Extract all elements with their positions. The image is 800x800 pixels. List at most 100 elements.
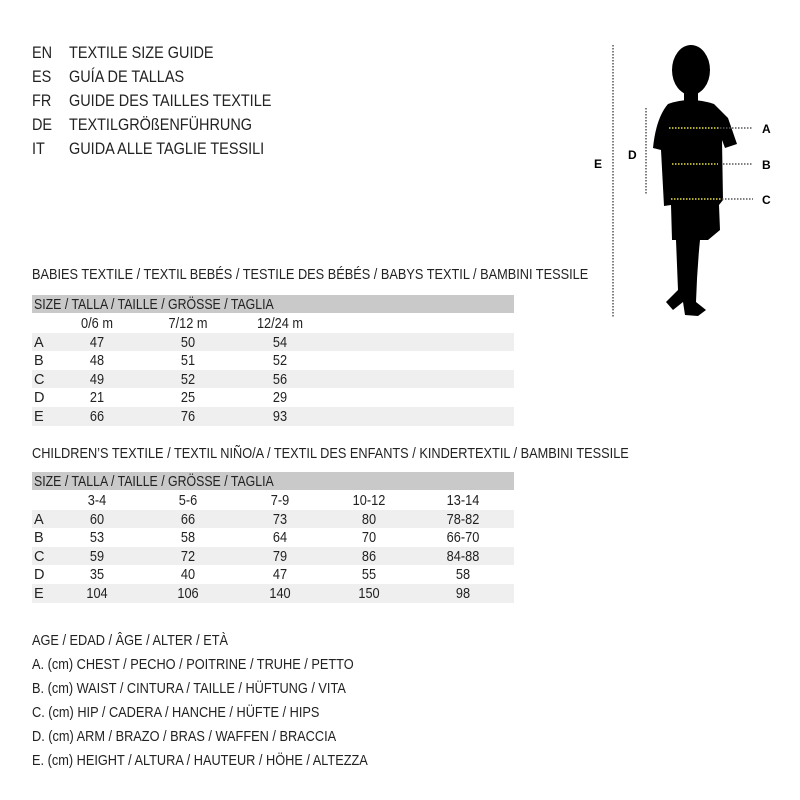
table-cell: 86 bbox=[361, 548, 377, 565]
table-cell: 47 bbox=[89, 334, 105, 351]
table-cell: 140 bbox=[269, 586, 291, 602]
table-cell: 52 bbox=[272, 353, 288, 370]
table-row: A 47 50 54 bbox=[32, 332, 514, 352]
size-header-label: SIZE / TALLA / TAILLE / GRÖSSE / TAGLIA bbox=[34, 297, 274, 313]
table-cell: 58 bbox=[455, 567, 471, 584]
children-section-title: CHILDREN’S TEXTILE / TEXTIL NIÑO/A / TEX… bbox=[32, 445, 629, 462]
guide-title: GUÍA DE TALLAS bbox=[69, 67, 185, 86]
table-row: B 53 58 64 70 66-70 bbox=[32, 528, 514, 547]
table-row: A 60 66 73 80 78-82 bbox=[32, 509, 514, 529]
legend-item: B. (cm) WAIST / CINTURA / TAILLE / HÜFTU… bbox=[32, 680, 346, 697]
table-cell: 40 bbox=[180, 567, 196, 584]
table-row: C 59 72 79 86 84-88 bbox=[32, 546, 514, 566]
table-cell: 106 bbox=[177, 586, 199, 602]
table-cell: 53 bbox=[89, 530, 105, 547]
row-label: D bbox=[34, 390, 45, 407]
table-row: D 35 40 47 55 58 bbox=[32, 565, 514, 584]
row-label: A bbox=[34, 334, 44, 351]
lang-code: FR bbox=[32, 91, 52, 110]
table-cell: 50 bbox=[180, 334, 196, 351]
column-header: 5-6 bbox=[178, 493, 198, 509]
table-cell: 47 bbox=[272, 567, 288, 584]
column-header: 0/6 m bbox=[81, 316, 113, 332]
label-d: D bbox=[628, 148, 637, 162]
table-cell: 55 bbox=[361, 567, 377, 584]
table-cell: 25 bbox=[180, 390, 196, 407]
table-cell: 98 bbox=[455, 586, 471, 602]
child-silhouette bbox=[653, 45, 737, 316]
column-header: 7/12 m bbox=[168, 316, 208, 332]
guide-title: TEXTILGRÖßENFÜHRUNG bbox=[69, 115, 253, 134]
table-cell: 64 bbox=[272, 530, 288, 547]
label-a: A bbox=[762, 122, 771, 136]
table-cell: 21 bbox=[89, 390, 105, 407]
column-header-row: 0/6 m 7/12 m 12/24 m bbox=[32, 314, 514, 333]
lang-code: EN bbox=[32, 43, 53, 62]
table-cell: 150 bbox=[358, 586, 380, 602]
legend-item: D. (cm) ARM / BRAZO / BRAS / WAFFEN / BR… bbox=[32, 728, 337, 745]
size-header: SIZE / TALLA / TAILLE / GRÖSSE / TAGLIA bbox=[32, 472, 514, 490]
column-header: 7-9 bbox=[270, 493, 290, 509]
lang-code: DE bbox=[32, 115, 53, 134]
row-label: E bbox=[34, 586, 44, 602]
table-cell: 60 bbox=[89, 511, 105, 528]
table-cell: 70 bbox=[361, 530, 377, 547]
table-cell: 66 bbox=[180, 511, 196, 528]
table-row: C 49 52 56 bbox=[32, 369, 514, 389]
table-cell: 72 bbox=[180, 548, 196, 565]
table-cell: 49 bbox=[89, 371, 105, 388]
table-row: B 48 51 52 bbox=[32, 351, 514, 370]
size-header-label: SIZE / TALLA / TAILLE / GRÖSSE / TAGLIA bbox=[34, 474, 274, 490]
table-cell: 79 bbox=[272, 548, 288, 565]
row-label: A bbox=[34, 511, 44, 528]
row-label: C bbox=[34, 371, 45, 388]
table-cell: 73 bbox=[272, 511, 288, 528]
table-row: D 21 25 29 bbox=[32, 388, 514, 407]
table-row: E 66 76 93 bbox=[32, 407, 514, 426]
table-cell: 35 bbox=[89, 567, 105, 584]
measure-lines bbox=[669, 127, 753, 200]
table-cell: 56 bbox=[272, 371, 288, 388]
row-label: E bbox=[34, 409, 44, 425]
table-cell: 93 bbox=[272, 409, 288, 425]
table-cell: 66 bbox=[89, 409, 105, 425]
table-cell: 48 bbox=[89, 353, 105, 370]
guide-title: TEXTILE SIZE GUIDE bbox=[69, 43, 214, 62]
table-cell: 52 bbox=[180, 371, 196, 388]
table-cell: 54 bbox=[272, 334, 288, 351]
legend-item: AGE / EDAD / ÂGE / ALTER / ETÀ bbox=[32, 632, 229, 649]
table-cell: 66-70 bbox=[446, 530, 480, 547]
legend-item: E. (cm) HEIGHT / ALTURA / HAUTEUR / HÖHE… bbox=[32, 752, 368, 769]
column-header: 12/24 m bbox=[256, 316, 304, 332]
row-label: D bbox=[34, 567, 45, 584]
child-silhouette-diagram: A B C D E bbox=[594, 45, 771, 317]
legend-item: C. (cm) HIP / CADERA / HANCHE / HÜFTE / … bbox=[32, 704, 320, 721]
table-cell: 78-82 bbox=[446, 511, 480, 528]
table-cell: 59 bbox=[89, 548, 105, 565]
lang-code: ES bbox=[32, 67, 52, 86]
legend-item: A. (cm) CHEST / PECHO / POITRINE / TRUHE… bbox=[32, 656, 354, 673]
table-cell: 29 bbox=[272, 390, 288, 407]
column-header: 10-12 bbox=[352, 493, 386, 509]
label-c: C bbox=[762, 193, 771, 207]
column-header-row: 3-4 5-6 7-9 10-12 13-14 bbox=[32, 491, 514, 510]
table-cell: 104 bbox=[86, 586, 108, 602]
row-label: B bbox=[34, 353, 44, 370]
label-e: E bbox=[594, 157, 602, 171]
label-b: B bbox=[762, 158, 771, 172]
row-label: C bbox=[34, 548, 45, 565]
table-cell: 51 bbox=[180, 353, 196, 370]
guide-title: GUIDA ALLE TAGLIE TESSILI bbox=[69, 139, 265, 158]
babies-section-title: BABIES TEXTILE / TEXTIL BEBÉS / TESTILE … bbox=[32, 266, 589, 283]
size-header: SIZE / TALLA / TAILLE / GRÖSSE / TAGLIA bbox=[32, 295, 514, 313]
table-cell: 80 bbox=[361, 511, 377, 528]
table-cell: 76 bbox=[180, 409, 196, 425]
lang-code: IT bbox=[32, 139, 45, 158]
column-header: 13-14 bbox=[446, 493, 480, 509]
row-label: B bbox=[34, 530, 44, 547]
table-row: E 104 106 140 150 98 bbox=[32, 584, 514, 603]
table-cell: 84-88 bbox=[446, 548, 480, 565]
table-cell: 58 bbox=[180, 530, 196, 547]
guide-title: GUIDE DES TAILLES TEXTILE bbox=[69, 91, 272, 110]
column-header: 3-4 bbox=[87, 493, 107, 509]
